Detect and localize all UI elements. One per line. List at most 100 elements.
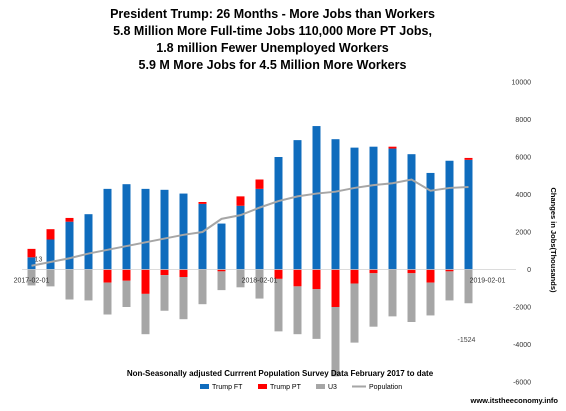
- bar-trump-pt: [293, 269, 302, 287]
- bar-u3: [217, 271, 226, 291]
- bar-trump-pt: [198, 202, 207, 204]
- x-tick-label: 2017-02-01: [14, 278, 50, 285]
- bar-trump-pt: [407, 269, 416, 274]
- bar-trump-ft: [407, 154, 416, 270]
- bar-trump-ft: [46, 239, 55, 270]
- bar-trump-ft: [84, 214, 93, 270]
- bar-trump-pt: [464, 157, 473, 160]
- bar-trump-pt: [274, 269, 283, 279]
- bar-trump-pt: [388, 146, 397, 149]
- bar-trump-pt: [46, 229, 55, 240]
- data-source-note: Non-Seasonally adjusted Currrent Populat…: [127, 369, 434, 378]
- bar-trump-ft: [65, 221, 74, 270]
- legend-label: Trump FT: [212, 384, 243, 391]
- bars-layer: [22, 126, 516, 377]
- bar-trump-pt: [255, 179, 264, 189]
- bar-trump-pt: [179, 269, 188, 277]
- bar-trump-ft: [27, 257, 36, 270]
- bar-u3: [65, 269, 74, 300]
- bar-u3: [388, 269, 397, 317]
- title-line-3: 1.8 million Fewer Unemployed Workers: [156, 41, 389, 55]
- bar-trump-ft: [331, 139, 340, 270]
- x-tick-label: 2018-02-01: [242, 278, 278, 285]
- bar-u3: [236, 269, 245, 288]
- bar-trump-pt: [312, 269, 321, 290]
- y-tick-label: 0: [527, 267, 531, 274]
- bar-trump-ft: [236, 205, 245, 270]
- title-line-2: 5.8 Million More Full-time Jobs 110,000 …: [113, 24, 432, 38]
- bar-u3: [179, 277, 188, 320]
- population-line-layer: [31, 178, 469, 267]
- y-tick-label: -2000: [513, 305, 531, 312]
- bar-u3: [103, 282, 112, 315]
- y-tick-label: -4000: [513, 342, 531, 349]
- bar-trump-ft: [369, 146, 378, 270]
- bar-trump-pt: [217, 269, 226, 272]
- y-tick-label: 4000: [515, 192, 531, 199]
- bar-trump-ft: [255, 188, 264, 270]
- bar-trump-ft: [103, 188, 112, 270]
- bar-u3: [312, 289, 321, 339]
- bar-trump-ft: [388, 148, 397, 270]
- y-tick-label: 8000: [515, 117, 531, 124]
- bar-trump-pt: [122, 269, 131, 281]
- legend-swatch: [200, 384, 209, 389]
- website-label: www.itstheeconomy.info: [469, 396, 558, 405]
- data-label: -1524: [458, 337, 476, 344]
- y-axis-label: Changes in Jobs(Thousands): [549, 187, 558, 293]
- title-line-1: President Trump: 26 Months - More Jobs t…: [110, 7, 435, 21]
- bar-trump-ft: [350, 147, 359, 270]
- bar-trump-ft: [122, 184, 131, 270]
- bar-trump-pt: [426, 269, 435, 283]
- y-tick-label: 6000: [515, 155, 531, 162]
- annotations: -1524 13: [35, 257, 476, 344]
- x-axis: 2017-02-01 2018-02-01 2019-02-01: [14, 278, 506, 285]
- bar-trump-ft: [426, 172, 435, 270]
- y-tick-label: 2000: [515, 230, 531, 237]
- bar-u3: [27, 269, 36, 286]
- y-tick-label: 10000: [512, 80, 532, 87]
- bar-u3: [160, 275, 169, 311]
- bar-trump-ft: [445, 160, 454, 270]
- population-line: [31, 178, 469, 267]
- bar-u3: [141, 293, 150, 335]
- bar-trump-pt: [160, 269, 169, 276]
- chart-title: President Trump: 26 Months - More Jobs t…: [0, 6, 545, 74]
- legend-swatch: [316, 384, 325, 389]
- title-line-4: 5.9 M More Jobs for 4.5 Million More Wor…: [138, 58, 407, 72]
- legend-label: U3: [328, 384, 337, 391]
- bar-trump-pt: [236, 196, 245, 206]
- bar-trump-ft: [179, 193, 188, 270]
- legend-label: Trump PT: [270, 384, 302, 391]
- bar-trump-pt: [103, 269, 112, 283]
- bar-trump-ft: [217, 223, 226, 270]
- bar-trump-pt: [350, 269, 359, 284]
- bar-u3: [84, 269, 93, 301]
- y-tick-label: -6000: [513, 380, 531, 387]
- bar-u3: [331, 307, 340, 377]
- bar-trump-ft: [293, 140, 302, 270]
- legend: Trump FT Trump PT U3 Population: [200, 384, 402, 391]
- bar-u3: [122, 280, 131, 307]
- bar-u3: [369, 273, 378, 327]
- bar-trump-pt: [65, 217, 74, 222]
- bar-trump-ft: [274, 157, 283, 270]
- bar-trump-ft: [464, 159, 473, 270]
- bar-trump-pt: [141, 269, 150, 294]
- bar-trump-ft: [141, 188, 150, 270]
- bar-u3: [274, 278, 283, 332]
- legend-swatch: [258, 384, 267, 389]
- x-tick-label: 2019-02-01: [470, 278, 506, 285]
- bar-u3: [407, 273, 416, 322]
- bar-u3: [255, 269, 264, 299]
- bar-trump-pt: [27, 248, 36, 258]
- bar-u3: [464, 269, 473, 304]
- bar-trump-pt: [369, 269, 378, 274]
- bar-u3: [46, 269, 55, 287]
- bar-trump-ft: [198, 203, 207, 270]
- bar-trump-pt: [445, 269, 454, 272]
- bar-u3: [350, 283, 359, 343]
- bar-trump-ft: [160, 189, 169, 270]
- bar-u3: [426, 282, 435, 316]
